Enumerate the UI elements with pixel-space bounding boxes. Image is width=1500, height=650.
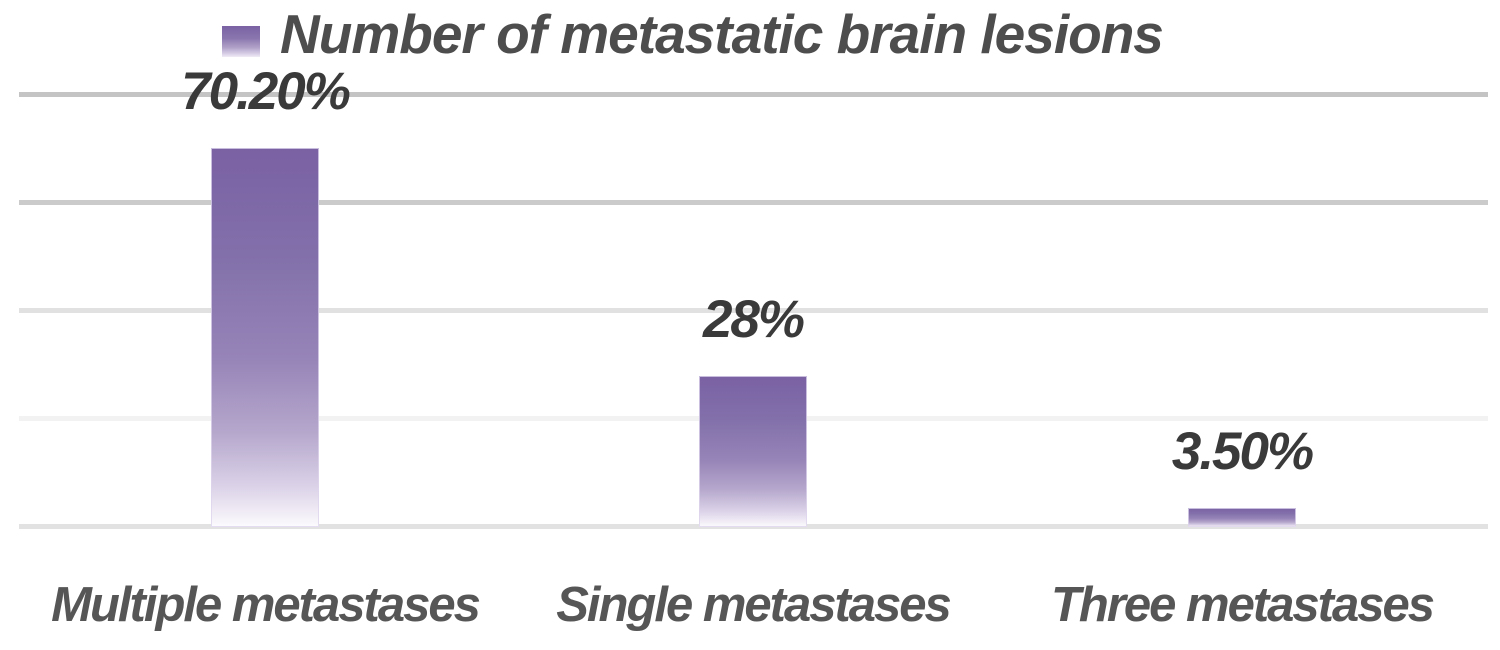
category-label-2: Three metastases bbox=[1050, 578, 1435, 632]
value-label-1: 28% bbox=[702, 290, 805, 349]
gridline-60pct bbox=[19, 200, 1488, 205]
value-label-0: 70.20% bbox=[181, 62, 351, 121]
legend-marker-icon bbox=[222, 26, 260, 57]
gridline-80pct bbox=[19, 92, 1488, 97]
legend-label: Number of metastatic brain lesions bbox=[280, 3, 1164, 65]
category-label-0: Multiple metastases bbox=[51, 578, 481, 632]
bar-2 bbox=[1188, 508, 1296, 527]
bar-0 bbox=[211, 148, 319, 527]
category-label-1: Single metastases bbox=[556, 578, 952, 632]
value-label-2: 3.50% bbox=[1171, 422, 1314, 481]
gridline-40pct bbox=[19, 308, 1488, 313]
bar-1 bbox=[699, 376, 807, 527]
chart-legend: Number of metastatic brain lesions bbox=[222, 3, 1164, 66]
